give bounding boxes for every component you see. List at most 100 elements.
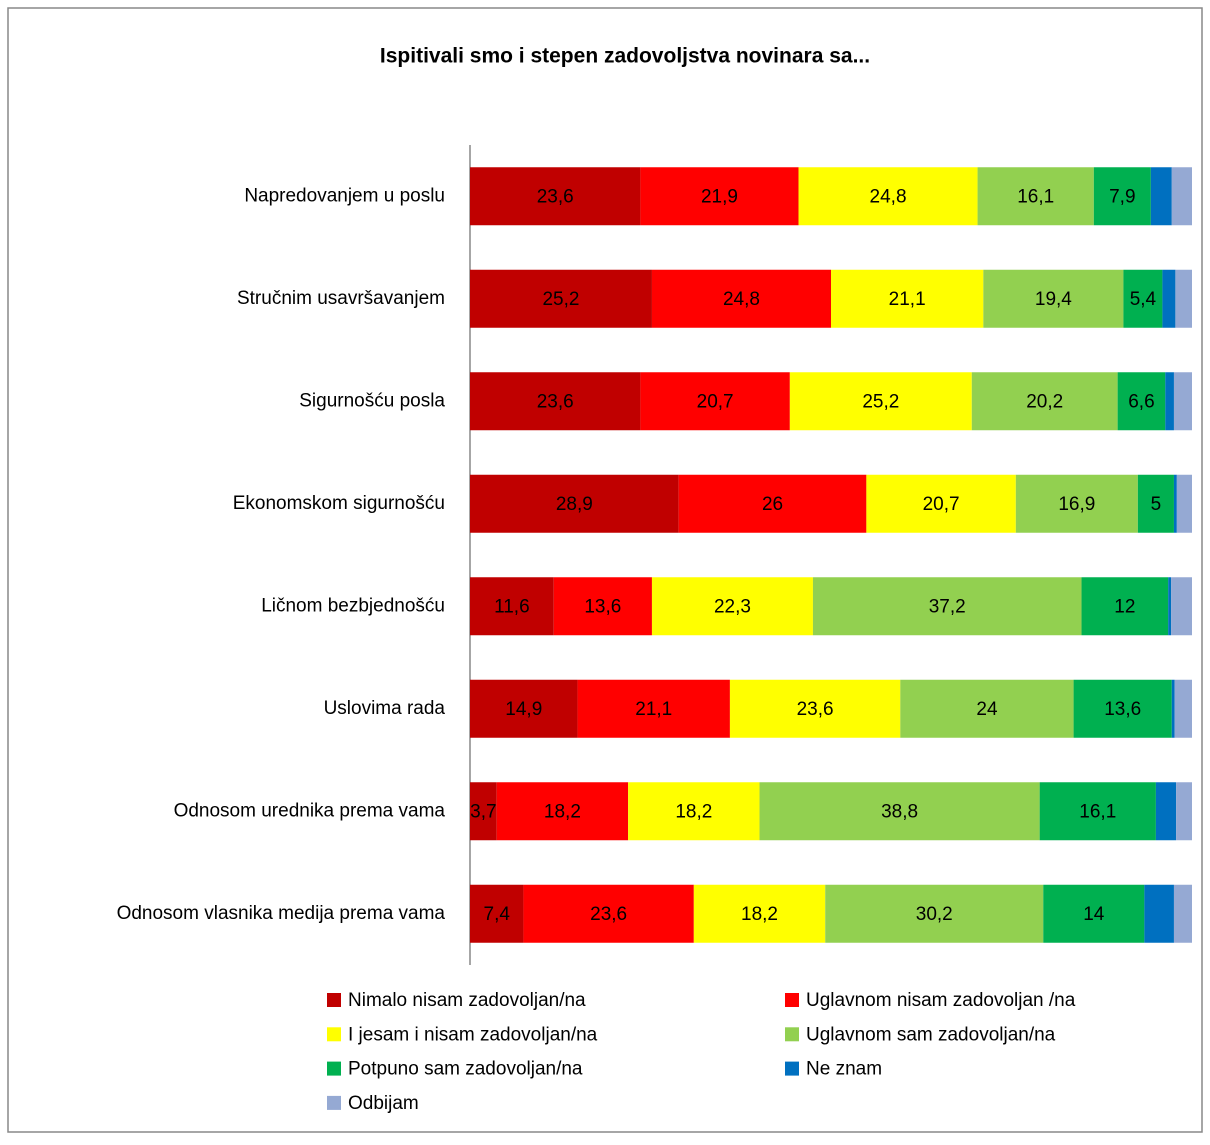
bar-segment: [1073, 679, 1172, 738]
bar-segment: [759, 782, 1040, 841]
bar-segment: [470, 269, 652, 328]
legend-label: Ne znam: [806, 1059, 882, 1080]
bar-segment: [825, 884, 1044, 943]
data-label: 24: [976, 699, 998, 720]
data-label: 16,1: [1079, 801, 1116, 822]
legend-swatch: [785, 993, 799, 1007]
bar-segment: [1093, 167, 1151, 226]
bar-segment: [496, 782, 629, 841]
bar-segment: [1171, 577, 1192, 636]
bar-segment: [1144, 884, 1174, 943]
bar-segment: [983, 269, 1124, 328]
data-label: 16,9: [1058, 494, 1095, 515]
data-label: 24,8: [723, 289, 760, 310]
data-label: 28,9: [556, 494, 593, 515]
bar-segment: [470, 884, 524, 943]
bar-segment: [470, 372, 641, 431]
bar-segment: [678, 474, 867, 533]
bar-segment: [812, 577, 1082, 636]
bar-segment: [1174, 679, 1192, 738]
bar-segment: [470, 782, 497, 841]
bar-segment: [1150, 167, 1172, 226]
bar-segment: [470, 679, 578, 738]
y-tick-label: Napredovanjem u poslu: [244, 185, 445, 206]
bar-segment: [831, 269, 984, 328]
data-label: 13,6: [584, 596, 621, 617]
y-tick-label: Uslovima rada: [324, 698, 446, 719]
bar-segment: [1123, 269, 1163, 328]
bar-segment: [1171, 167, 1192, 226]
bar-segment: [1137, 474, 1174, 533]
y-tick-label: Ličnom bezbjednošću: [261, 595, 445, 616]
y-tick-label: Ekonomskom sigurnošću: [233, 493, 445, 514]
data-label: 14: [1083, 904, 1105, 925]
data-label: 20,7: [697, 391, 734, 412]
data-label: 23,6: [590, 904, 627, 925]
data-label: 16,1: [1017, 186, 1054, 207]
data-label: 21,1: [889, 289, 926, 310]
data-label: 5,4: [1130, 289, 1157, 310]
data-label: 23,6: [537, 391, 574, 412]
bar-segment: [470, 167, 641, 226]
legend-swatch: [785, 1027, 799, 1042]
legend-label: Uglavnom nisam zadovoljan /na: [806, 990, 1076, 1011]
data-label: 7,4: [484, 904, 511, 925]
bar-segment: [971, 372, 1118, 431]
bar-segment: [523, 884, 694, 943]
bar-segment: [693, 884, 826, 943]
bar-segment: [798, 167, 978, 226]
bar-segment: [1173, 474, 1177, 533]
data-label: 18,2: [675, 801, 712, 822]
legend-swatch: [785, 1061, 799, 1076]
bar-segment: [1117, 372, 1166, 431]
y-tick-label: Odnosom urednika prema vama: [174, 800, 446, 821]
bar-segment: [470, 577, 554, 636]
bar-segment: [1015, 474, 1138, 533]
bar-segment: [470, 474, 679, 533]
bar-segment: [1165, 372, 1174, 431]
bar-segment: [1168, 577, 1172, 636]
data-label: 25,2: [862, 391, 899, 412]
data-label: 30,2: [916, 904, 953, 925]
data-label: 25,2: [542, 289, 579, 310]
legend-label: Nimalo nisam zadovoljan/na: [348, 990, 586, 1011]
bar-segment: [1043, 884, 1145, 943]
data-label: 19,4: [1035, 289, 1072, 310]
y-tick-label: Stručnim usavršavanjem: [237, 288, 445, 309]
bar-segment: [900, 679, 1074, 738]
data-label: 23,6: [797, 699, 834, 720]
data-label: 11,6: [494, 596, 530, 617]
data-label: 38,8: [881, 801, 918, 822]
legend-label: I jesam i nisam zadovoljan/na: [348, 1024, 598, 1045]
data-label: 37,2: [929, 596, 966, 617]
bar-segment: [789, 372, 972, 431]
bar-segment: [977, 167, 1094, 226]
bar-segment: [628, 782, 760, 841]
data-label: 7,9: [1109, 186, 1135, 207]
data-label: 20,7: [923, 494, 960, 515]
bar-segment: [1173, 884, 1192, 943]
bar-segment: [1173, 372, 1192, 431]
bar-segment: [1176, 474, 1192, 533]
data-label: 5: [1151, 494, 1162, 515]
data-label: 26: [762, 494, 783, 515]
bar-segment: [651, 577, 813, 636]
data-label: 21,1: [635, 699, 672, 720]
data-label: 3,7: [470, 801, 496, 822]
legend-label: Potpuno sam zadovoljan/na: [348, 1059, 583, 1080]
bar-segment: [553, 577, 652, 636]
legend-swatch: [327, 1095, 341, 1110]
bar-segment: [1171, 679, 1175, 738]
data-label: 21,9: [701, 186, 738, 207]
bar-segment: [651, 269, 831, 328]
chart-title: Ispitivali smo i stepen zadovoljstva nov…: [380, 45, 870, 68]
data-label: 23,6: [537, 186, 574, 207]
data-label: 13,6: [1104, 699, 1141, 720]
legend-swatch: [327, 1027, 341, 1042]
bar-segment: [1175, 269, 1192, 328]
data-label: 22,3: [714, 596, 751, 617]
data-label: 6,6: [1128, 391, 1154, 412]
bar-segment: [640, 372, 790, 431]
data-label: 12: [1114, 596, 1135, 617]
bar-segment: [1155, 782, 1177, 841]
